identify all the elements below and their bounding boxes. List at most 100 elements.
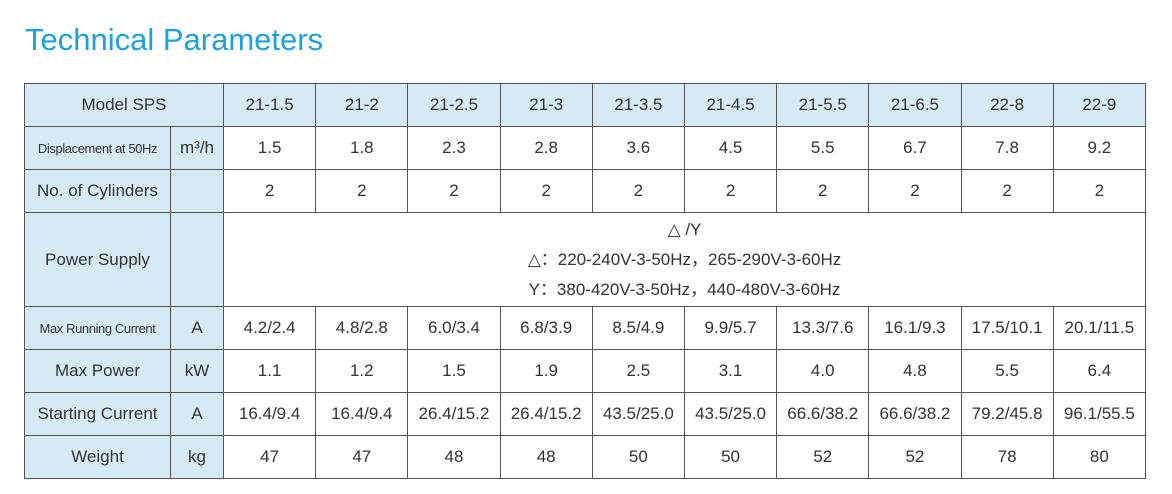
unit-cell: A (169, 306, 225, 350)
value-cell: 47 (315, 435, 409, 479)
model-cell: 21-3 (499, 83, 593, 127)
row-label: Max Power (24, 349, 171, 393)
power-line: Y：380-420V-3-50Hz，440-480V-3-60Hz (528, 279, 841, 299)
row-label: No. of Cylinders (24, 169, 171, 213)
value-cell: 96.1/55.5 (1052, 392, 1147, 436)
unit-cell: A (169, 392, 225, 436)
spec-table: Model SPS 21-1.5 21-2 21-2.5 21-3 21-3.5 21-4.… (23, 83, 1147, 479)
value-cell: 16.4/9.4 (223, 392, 317, 436)
value-cell: 1.9 (499, 349, 593, 393)
value-cell: 6.4 (1052, 349, 1147, 393)
header-row: Model SPS 21-1.5 21-2 21-2.5 21-3 21-3.5 21-4.… (23, 83, 1147, 127)
value-cell: 13.3/7.6 (776, 306, 870, 350)
model-cell: 22-8 (960, 83, 1054, 127)
unit-cell (169, 169, 225, 213)
model-cell: 21-2 (315, 83, 409, 127)
model-cell: 21-3.5 (591, 83, 685, 127)
value-cell: 17.5/10.1 (960, 306, 1054, 350)
value-cell: 4.2/2.4 (223, 306, 317, 350)
power-line: △ /Y (667, 219, 702, 239)
unit-cell: kg (169, 435, 225, 479)
value-cell: 8.5/4.9 (591, 306, 685, 350)
data-row: Power Supply △ /Y △：220-240V-3-50Hz，265-29… (24, 212, 1146, 307)
model-cell: 22-9 (1052, 83, 1147, 127)
value-cell: 1.8 (315, 126, 409, 170)
value-cell: 66.6/38.2 (868, 392, 962, 436)
value-cell: 2 (776, 169, 870, 213)
value-cell: 48 (407, 435, 501, 479)
row-label: Power Supply (24, 212, 171, 307)
value-cell: 2 (499, 169, 593, 213)
value-cell: 1.5 (407, 349, 501, 393)
value-cell: 50 (683, 435, 778, 479)
value-cell: 2.8 (499, 126, 593, 170)
value-cell: 2 (960, 169, 1054, 213)
data-row: Weight kg 47 47 48 48 50 50 52 52 78 80 (24, 435, 1147, 479)
value-cell: 6.7 (868, 126, 962, 170)
value-cell: 2 (1052, 169, 1147, 213)
value-cell: 4.0 (776, 349, 870, 393)
value-cell: 1.1 (223, 349, 317, 393)
row-label: Max Running Current (24, 306, 171, 350)
model-cell: 21-4.5 (683, 83, 778, 127)
value-cell: 52 (868, 435, 962, 479)
model-cell: 21-1.5 (223, 83, 317, 127)
row-label: Weight (24, 435, 171, 479)
value-cell: 2 (315, 169, 409, 213)
value-cell: 2 (407, 169, 501, 213)
value-cell: 7.8 (960, 126, 1054, 170)
data-row: No. of Cylinders 2 2 2 2 2 2 2 2 2 2 (24, 169, 1147, 213)
unit-cell: m³/h (169, 126, 225, 170)
value-cell: 52 (776, 435, 870, 479)
value-cell: 26.4/15.2 (499, 392, 593, 436)
power-supply-cell: △ /Y △：220-240V-3-50Hz，265-290V-3-60Hz Y：3… (223, 212, 1146, 307)
data-row: Displacement at 50Hz m³/h 1.5 1.8 2.3 2.8 3.6 4… (24, 126, 1147, 170)
value-cell: 4.5 (683, 126, 778, 170)
value-cell: 4.8/2.8 (315, 306, 409, 350)
data-row: Max Running Current A 4.2/2.4 4.8/2.8 6.0/3.… (24, 306, 1147, 350)
value-cell: 78 (960, 435, 1054, 479)
value-cell: 50 (591, 435, 685, 479)
value-cell: 2 (591, 169, 685, 213)
value-cell: 2 (223, 169, 317, 213)
value-cell: 2 (868, 169, 962, 213)
value-cell: 48 (499, 435, 593, 479)
value-cell: 43.5/25.0 (683, 392, 778, 436)
value-cell: 1.5 (223, 126, 317, 170)
value-cell: 9.9/5.7 (683, 306, 778, 350)
row-label: Starting Current (24, 392, 171, 436)
value-cell: 6.8/3.9 (499, 306, 593, 350)
unit-cell: kW (169, 349, 225, 393)
row-label: Displacement at 50Hz (24, 126, 171, 170)
value-cell: 26.4/15.2 (407, 392, 501, 436)
value-cell: 66.6/38.2 (776, 392, 870, 436)
value-cell: 3.6 (591, 126, 685, 170)
value-cell: 5.5 (776, 126, 870, 170)
model-cell: 21-2.5 (407, 83, 501, 127)
model-cell: 21-6.5 (868, 83, 962, 127)
header-label: Model SPS (23, 83, 225, 127)
value-cell: 2.3 (407, 126, 501, 170)
value-cell: 2.5 (591, 349, 685, 393)
value-cell: 47 (223, 435, 317, 479)
value-cell: 9.2 (1052, 126, 1147, 170)
title: Technical Parameters (25, 22, 324, 57)
value-cell: 3.1 (683, 349, 778, 393)
value-cell: 43.5/25.0 (591, 392, 685, 436)
data-row: Starting Current A 16.4/9.4 16.4/9.4 26.4/15… (24, 392, 1147, 436)
value-cell: 20.1/11.5 (1052, 306, 1147, 350)
value-cell: 16.4/9.4 (315, 392, 409, 436)
value-cell: 80 (1052, 435, 1147, 479)
value-cell: 4.8 (868, 349, 962, 393)
power-line: △：220-240V-3-50Hz，265-290V-3-60Hz (527, 249, 842, 269)
value-cell: 6.0/3.4 (407, 306, 501, 350)
model-cell: 21-5.5 (776, 83, 870, 127)
unit-cell (169, 212, 225, 307)
value-cell: 1.2 (315, 349, 409, 393)
value-cell: 16.1/9.3 (868, 306, 962, 350)
data-row: Max Power kW 1.1 1.2 1.5 1.9 2.5 3.1 4.0 4.8 5.5 6.… (24, 349, 1147, 393)
value-cell: 5.5 (960, 349, 1054, 393)
value-cell: 79.2/45.8 (960, 392, 1054, 436)
value-cell: 2 (683, 169, 778, 213)
